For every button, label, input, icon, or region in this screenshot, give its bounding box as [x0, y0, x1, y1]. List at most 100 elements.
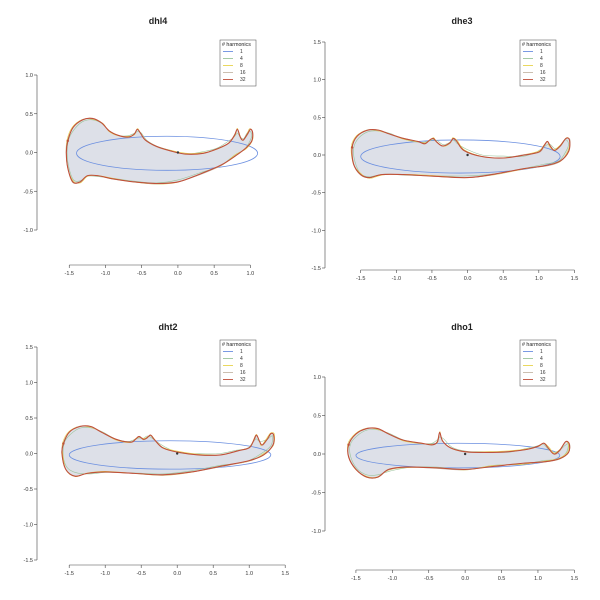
- legend-entry-1: 1: [240, 349, 243, 355]
- x-tick-label: -0.5: [137, 271, 146, 277]
- x-tick-label: 1.0: [535, 276, 543, 282]
- harmonic-32-curve: [347, 427, 571, 479]
- panel-title: dhe3: [451, 16, 472, 26]
- y-tick-label: 1.0: [25, 381, 33, 387]
- legend-entry-32: 32: [540, 77, 546, 83]
- x-tick-label: -1.5: [356, 276, 365, 282]
- legend-entry-4: 4: [240, 56, 243, 62]
- y-tick-label: 1.5: [25, 345, 33, 351]
- y-tick-label: 0.0: [25, 151, 33, 157]
- y-tick-label: -1.0: [312, 529, 321, 535]
- x-tick-label: 1.5: [281, 571, 289, 577]
- y-tick-label: -0.5: [312, 491, 321, 497]
- y-tick-label: -0.5: [24, 487, 33, 493]
- legend-entry-8: 8: [240, 363, 243, 369]
- start-point: [62, 442, 65, 445]
- legend-entry-16: 16: [540, 70, 546, 76]
- x-tick-label: -1.0: [100, 571, 109, 577]
- panel-title: dht2: [159, 322, 178, 332]
- legend-entry-8: 8: [240, 63, 243, 69]
- panel-title: dhl4: [149, 16, 168, 26]
- harmonic-1-curve: [355, 442, 561, 469]
- x-tick-label: -1.5: [65, 271, 74, 277]
- legend-title: # harmonics: [222, 342, 251, 348]
- x-tick-label: 1.0: [534, 576, 542, 582]
- panel-title: dho1: [451, 322, 473, 332]
- y-tick-label: 1.0: [313, 78, 321, 84]
- y-tick-label: -0.5: [24, 189, 33, 195]
- legend-entry-8: 8: [540, 63, 543, 69]
- start-point: [66, 139, 69, 143]
- x-tick-label: 0.5: [209, 571, 217, 577]
- legend-entry-16: 16: [240, 70, 246, 76]
- y-tick-label: -1.5: [24, 558, 33, 564]
- x-tick-label: -0.5: [136, 571, 145, 577]
- x-tick-label: 1.5: [571, 276, 579, 282]
- legend-entry-16: 16: [240, 370, 246, 376]
- x-tick-label: -0.5: [427, 276, 436, 282]
- outline-fill: [61, 425, 275, 477]
- y-tick-label: -0.5: [312, 191, 321, 197]
- x-tick-label: 1.0: [245, 571, 253, 577]
- centroid-point: [176, 151, 180, 154]
- legend-box: [519, 39, 557, 87]
- y-tick-label: 1.0: [25, 73, 33, 79]
- legend-entry-8: 8: [540, 363, 543, 369]
- harmonic-32-curve: [351, 128, 571, 179]
- legend-entry-32: 32: [540, 377, 546, 383]
- y-tick-label: -1.5: [312, 266, 321, 272]
- outline-fill: [66, 118, 253, 184]
- x-tick-label: -1.0: [392, 276, 401, 282]
- legend-entry-4: 4: [240, 356, 243, 362]
- y-tick-label: 1.0: [313, 375, 321, 381]
- y-tick-label: 0.5: [25, 416, 33, 422]
- harmonic-32-curve: [65, 117, 254, 185]
- harmonic-1-curve: [76, 135, 259, 171]
- start-point: [350, 146, 354, 149]
- x-tick-label: 0.0: [173, 571, 181, 577]
- harmonic-1-curve: [68, 440, 272, 470]
- harmonic-32-curve: [61, 425, 275, 477]
- legend-entry-1: 1: [540, 49, 543, 55]
- y-tick-label: 0.5: [25, 112, 33, 118]
- y-tick-label: 0.5: [313, 414, 321, 420]
- x-tick-label: 1.0: [247, 271, 255, 277]
- y-tick-label: 0.0: [25, 452, 33, 458]
- legend-entry-1: 1: [540, 349, 543, 355]
- legend-title: # harmonics: [522, 42, 551, 48]
- x-tick-label: -1.5: [351, 576, 360, 582]
- x-tick-label: 0.5: [210, 271, 218, 277]
- legend-entry-1: 1: [240, 49, 243, 55]
- outline-fill: [347, 427, 570, 479]
- x-tick-label: -1.0: [388, 576, 397, 582]
- x-tick-label: -1.5: [64, 571, 73, 577]
- harmonic-1-curve: [360, 139, 561, 174]
- y-tick-label: 0.0: [313, 153, 321, 159]
- y-tick-label: 0.0: [313, 452, 321, 458]
- legend-title: # harmonics: [222, 42, 251, 48]
- x-tick-label: 0.0: [174, 271, 182, 277]
- x-tick-label: -1.0: [101, 271, 110, 277]
- y-tick-label: -1.0: [24, 228, 33, 234]
- panel-dhe3: dhe3 -1.5 -1.0 -0.5 0.0 0.5 1.0 1.5 -1.5 -1.0 -0.5…: [312, 16, 579, 282]
- legend-entry-4: 4: [540, 356, 543, 362]
- x-tick-label: -0.5: [424, 576, 433, 582]
- legend-entry-4: 4: [540, 56, 543, 62]
- legend-entry-32: 32: [240, 377, 246, 383]
- legend-title: # harmonics: [522, 342, 551, 348]
- y-tick-label: -1.0: [24, 523, 33, 529]
- x-tick-label: 0.0: [464, 276, 472, 282]
- start-point: [347, 443, 350, 446]
- legend-entry-16: 16: [540, 370, 546, 376]
- y-tick-label: -1.0: [312, 228, 321, 234]
- centroid-point: [176, 452, 179, 455]
- panel-dht2: dht2 -1.5 -1.0 -0.5 0.0 0.5 1.0 1.5 -1.5 -1.0 -0.5…: [24, 322, 290, 577]
- x-tick-label: 1.5: [571, 576, 579, 582]
- y-tick-label: 0.5: [313, 115, 321, 121]
- x-tick-label: 0.0: [461, 576, 469, 582]
